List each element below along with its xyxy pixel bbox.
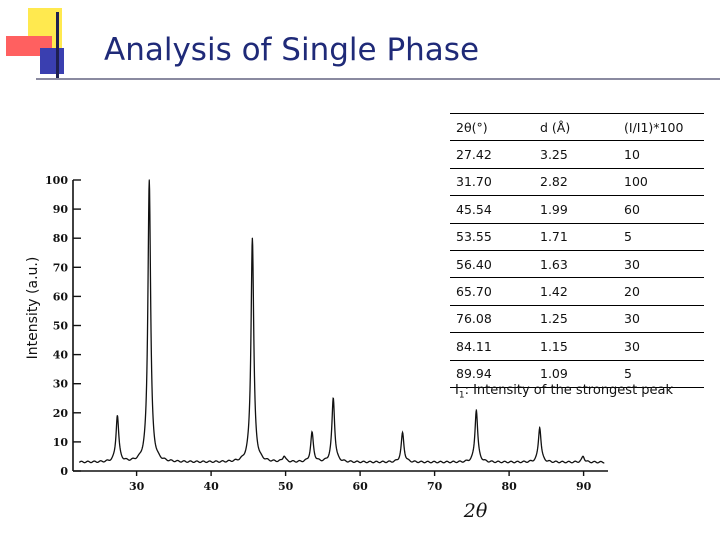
y-tick-label: 80 (53, 232, 69, 245)
y-tick-label: 70 (53, 261, 69, 274)
cell-intensity: 100 (618, 168, 704, 197)
table-row: 31.70 2.82 100 (450, 168, 704, 197)
cell-intensity: 30 (618, 332, 704, 361)
cell-intensity: 20 (618, 277, 704, 306)
cell-d: 1.63 (534, 250, 618, 279)
cell-2theta: 89.94 (450, 360, 534, 388)
table-row: 27.42 3.25 10 (450, 140, 704, 169)
table-row: 84.11 1.15 30 (450, 332, 704, 361)
table-row: 53.55 1.71 5 (450, 223, 704, 251)
y-tick-label: 100 (45, 174, 68, 187)
peak-table: 2θ(°) d (Å) (I/I1)*100 27.42 3.25 10 31.70… (450, 112, 704, 388)
y-tick-label: 10 (53, 436, 69, 449)
peak-point (283, 455, 285, 458)
xrd-chart: 0 10 20 30 40 50 60 70 80 90 100 30 40 50 60 70 80 90 2θ (45, 174, 608, 522)
footnote: I1: Intensity of the strongest peak (455, 383, 673, 401)
y-tick-label: 30 (53, 378, 69, 391)
x-tick-label: 70 (427, 480, 443, 493)
peak-point (475, 409, 477, 411)
x-tick-label: 50 (278, 480, 294, 493)
cell-2theta: 53.55 (450, 223, 534, 251)
cell-d: 3.25 (534, 140, 618, 169)
header-d-spacing: d (Å) (534, 112, 618, 142)
logo-square-blue (40, 48, 64, 74)
peak-point (251, 237, 253, 239)
cell-2theta: 56.40 (450, 250, 534, 279)
y-tick-label: 90 (53, 203, 69, 216)
peak-point (148, 179, 150, 181)
y-tick-label: 40 (53, 349, 69, 362)
peak-point (401, 432, 404, 434)
cell-d: 2.82 (534, 168, 618, 197)
cell-2theta: 76.08 (450, 305, 534, 334)
cell-2theta: 45.54 (450, 195, 534, 224)
header-intensity: (I/I1)*100 (618, 112, 704, 142)
footnote-text: : Intensity of the strongest peak (464, 383, 674, 398)
y-tick-label: 60 (53, 290, 69, 303)
cell-intensity: 5 (618, 360, 704, 388)
page-title: Analysis of Single Phase (104, 32, 480, 68)
cell-d: 1.71 (534, 223, 618, 251)
peak-point (539, 426, 541, 428)
title-underline (36, 78, 720, 80)
x-tick-label: 80 (501, 480, 517, 493)
cell-intensity: 5 (618, 223, 704, 251)
peak-point (116, 415, 118, 417)
table-header-row: 2θ(°) d (Å) (I/I1)*100 (450, 112, 704, 142)
cell-intensity: 30 (618, 305, 704, 334)
table-row: 45.54 1.99 60 (450, 195, 704, 224)
x-tick-label: 30 (129, 480, 145, 493)
cell-d: 1.25 (534, 305, 618, 334)
x-tick-label: 60 (352, 480, 368, 493)
y-tick-label: 20 (53, 407, 69, 420)
cell-2theta: 65.70 (450, 277, 534, 306)
diffraction-pattern-line (78, 180, 605, 464)
table-row: 65.70 1.42 20 (450, 277, 704, 306)
cell-intensity: 30 (618, 250, 704, 279)
y-axis-label: Intensity (a.u.) (25, 256, 41, 360)
peak-point (311, 432, 313, 434)
cell-2theta: 31.70 (450, 168, 534, 197)
cell-d: 1.42 (534, 277, 618, 306)
y-tick-label: 0 (60, 465, 68, 478)
x-tick-label: 40 (203, 480, 219, 493)
cell-d: 1.09 (534, 360, 618, 388)
cell-intensity: 60 (618, 195, 704, 224)
cell-intensity: 10 (618, 140, 704, 169)
cell-d: 1.15 (534, 332, 618, 361)
header-2theta: 2θ(°) (450, 112, 534, 142)
footnote-subscript: 1 (458, 390, 465, 401)
footnote-symbol: I (455, 383, 459, 398)
logo-vertical-line (56, 12, 59, 78)
x-tick-label: 90 (576, 480, 592, 493)
x-axis-label: 2θ (463, 500, 488, 522)
cell-2theta: 27.42 (450, 140, 534, 169)
table-row: 56.40 1.63 30 (450, 250, 704, 279)
y-tick-label: 50 (53, 320, 69, 333)
table-row: 89.94 1.09 5 (450, 360, 704, 388)
cell-d: 1.99 (534, 195, 618, 224)
peak-point (582, 455, 584, 458)
peak-point (332, 397, 334, 399)
table-row: 76.08 1.25 30 (450, 305, 704, 334)
cell-2theta: 84.11 (450, 332, 534, 361)
